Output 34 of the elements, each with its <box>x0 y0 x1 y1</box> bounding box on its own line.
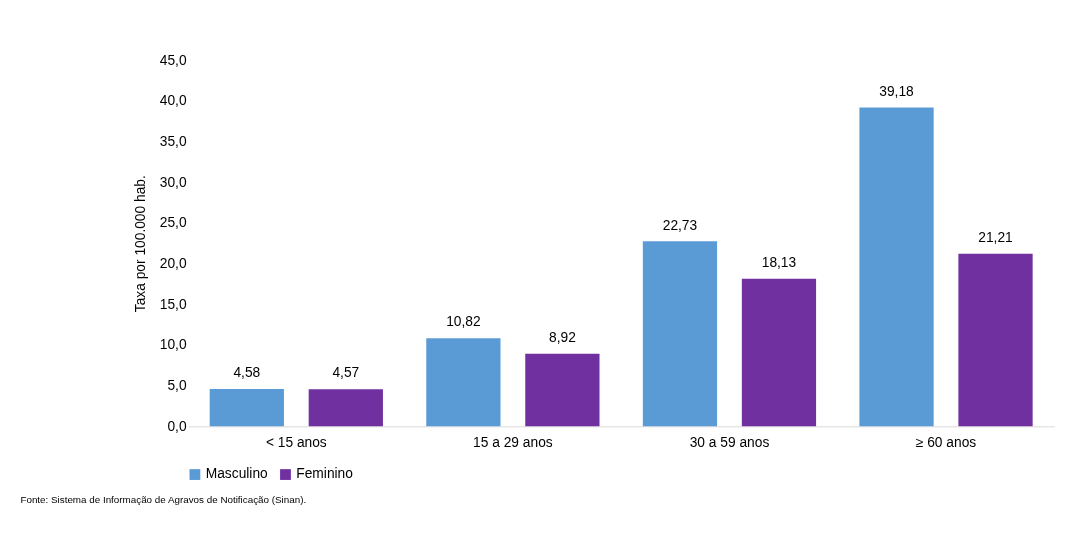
bar <box>308 389 383 427</box>
legend-label: Feminino <box>296 466 354 482</box>
x-tick-label: 30 a 59 anos <box>689 435 770 451</box>
y-tick-label: 5,0 <box>167 378 187 394</box>
bar <box>209 389 284 427</box>
bar <box>958 253 1033 427</box>
data-label: 10,82 <box>446 314 481 330</box>
y-tick-label: 35,0 <box>159 133 187 149</box>
y-tick-label: 45,0 <box>159 52 187 68</box>
y-tick-label: 10,0 <box>159 337 187 353</box>
data-label: 4,58 <box>233 365 261 381</box>
y-tick-label: 40,0 <box>159 93 187 109</box>
bar <box>642 241 718 427</box>
data-label: 18,13 <box>761 254 797 270</box>
y-tick-label: 30,0 <box>159 174 187 190</box>
bar <box>426 338 501 427</box>
y-tick-label: 25,0 <box>159 215 187 231</box>
x-tick-label: 15 a 29 anos <box>473 435 553 451</box>
data-label: 4,57 <box>332 365 360 381</box>
x-tick-label: ≥ 60 anos <box>915 435 977 451</box>
data-label: 21,21 <box>978 229 1013 245</box>
bar <box>525 353 600 427</box>
bar <box>741 278 817 427</box>
data-label: 39,18 <box>879 83 915 99</box>
x-tick-label: < 15 anos <box>265 435 327 451</box>
y-tick-label: 20,0 <box>159 255 187 271</box>
y-axis-title: Taxa por 100.000 hab. <box>132 175 148 313</box>
data-label: 22,73 <box>662 217 698 233</box>
legend-label: Masculino <box>205 466 269 482</box>
data-label: 8,92 <box>548 329 576 345</box>
y-tick-label: 0,0 <box>167 418 187 434</box>
source-note: Fonte: Sistema de Informação de Agravos de Notificação (Sinan). <box>20 494 307 506</box>
y-tick-label: 15,0 <box>159 296 187 312</box>
bar <box>859 107 934 427</box>
